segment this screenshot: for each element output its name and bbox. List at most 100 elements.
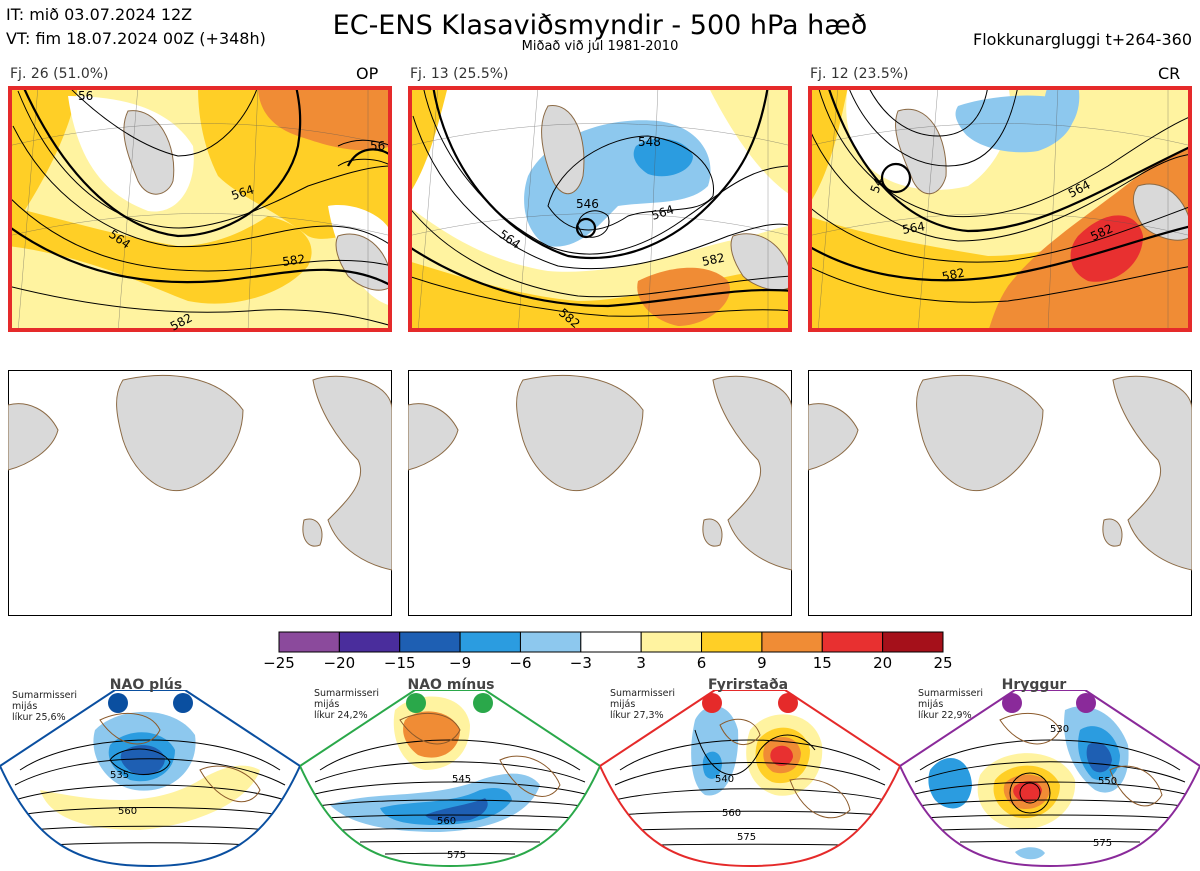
regime-4-title: Hryggur xyxy=(1001,677,1067,693)
anomaly-region xyxy=(1043,86,1080,136)
contour-label: 548 xyxy=(638,135,661,149)
page-subtitle: Miðað við júl 1981-2010 xyxy=(521,39,679,54)
contour-label: 546 xyxy=(576,197,599,211)
cluster-highlight-frame xyxy=(408,86,792,332)
contour-label: 564 xyxy=(650,202,676,222)
contour-label: 575 xyxy=(737,832,756,843)
fan-frame xyxy=(0,690,300,868)
regime-2-likelihood: líkur 24,2% xyxy=(314,710,368,721)
anomaly-region xyxy=(928,758,972,809)
anomaly-region xyxy=(120,745,165,776)
regime-2-note: Sumarmisseri mijás líkur 24,2% xyxy=(314,688,379,721)
anomaly-region xyxy=(633,138,693,177)
contour-label: 56 xyxy=(370,139,385,153)
regime-fan-4: 530 550 575 xyxy=(900,690,1200,868)
contour-label: 582 xyxy=(941,265,966,283)
colorbar-tick-label: −25 xyxy=(263,654,295,672)
contour-label: 575 xyxy=(1093,838,1112,849)
anomaly-region xyxy=(8,86,78,236)
anomaly-region xyxy=(40,765,260,830)
europe-land xyxy=(335,233,392,291)
regime-marker-dot xyxy=(473,693,493,713)
cluster-1-label: Fj. 26 (51.0%) xyxy=(10,66,109,82)
colorbar-tick-label: 9 xyxy=(757,654,767,672)
europe-land xyxy=(712,375,792,571)
land-outline xyxy=(408,403,459,471)
contour-label: 564 xyxy=(901,219,926,237)
contour-label: 540 xyxy=(715,774,734,785)
contour-label: 550 xyxy=(1098,776,1117,787)
land-outline xyxy=(808,403,859,471)
regime-marker-dot xyxy=(1002,693,1022,713)
empty-map-3 xyxy=(808,370,1192,616)
cluster-highlight-frame xyxy=(8,86,392,332)
fan-frame xyxy=(600,690,900,868)
regime-2-measure: mijás xyxy=(314,699,340,710)
regime-3-season: Sumarmisseri xyxy=(610,688,676,699)
colorbar-ticks: −25 −20 −15 −9 −6 −3 3 6 9 15 20 25 xyxy=(263,654,952,674)
colorbar-tick-label: 25 xyxy=(933,654,953,672)
regime-fan-1: 535 560 xyxy=(0,690,300,868)
anomaly-region xyxy=(425,798,488,822)
anomaly-region xyxy=(403,711,460,758)
colorbar-segment xyxy=(338,631,401,653)
anomaly-region xyxy=(258,86,392,151)
europe-land xyxy=(312,375,392,571)
anomaly-region xyxy=(808,86,848,206)
colorbar-tick-label: −6 xyxy=(509,654,532,672)
cluster-highlight-frame xyxy=(808,86,1192,332)
fan-frame xyxy=(900,690,1200,868)
anomaly-region xyxy=(770,745,793,766)
colorbar-segment xyxy=(399,631,461,653)
regime-1-title: NAO plús xyxy=(109,677,183,693)
europe-land xyxy=(1112,375,1192,571)
init-time: IT: mið 03.07.2024 12Z xyxy=(6,5,193,24)
colorbar xyxy=(278,631,944,653)
fan-frame xyxy=(300,690,600,868)
island-land xyxy=(1102,518,1123,547)
regime-marker-dot xyxy=(1076,693,1096,713)
contour-label: 582 xyxy=(701,250,726,268)
regime-4-measure: mijás xyxy=(918,699,944,710)
greenland-land xyxy=(123,110,175,195)
europe-land xyxy=(1132,183,1192,241)
contour-label: 545 xyxy=(452,774,471,785)
regime-dots xyxy=(108,693,1096,713)
regime-3-note: Sumarmisseri mijás líkur 27,3% xyxy=(610,688,675,721)
anomaly-region xyxy=(691,706,739,796)
regime-fan-2: 545 560 575 xyxy=(300,690,600,868)
cluster-1-code: OP xyxy=(356,64,379,83)
page-title: EC-ENS Klasaviðsmyndir - 500 hPa hæð xyxy=(332,10,868,41)
contour-label: 56 xyxy=(78,89,93,103)
contour-label: 560 xyxy=(437,816,456,827)
greenland-land xyxy=(516,375,644,492)
colorbar-tick-label: −9 xyxy=(449,654,472,672)
greenland-land xyxy=(116,375,244,492)
contour-label: 560 xyxy=(118,806,137,817)
empty-map-1 xyxy=(8,370,392,616)
regime-marker-dot xyxy=(406,693,426,713)
contour-label: 582 xyxy=(281,252,306,269)
colorbar-segment xyxy=(821,631,884,653)
greenland-land xyxy=(541,105,585,194)
cluster-map-2: 548 546 564 564 582 582 xyxy=(408,86,792,332)
cluster-2-label: Fj. 13 (25.5%) xyxy=(410,66,509,82)
island-land xyxy=(702,518,723,547)
contour-label: 575 xyxy=(447,850,466,861)
regime-4-season: Sumarmisseri xyxy=(918,688,984,699)
valid-time: VT: fim 18.07.2024 00Z (+348h) xyxy=(6,29,266,48)
cluster-map-3: 54 564 564 582 582 xyxy=(808,86,1192,332)
island-land xyxy=(302,518,323,547)
contour-label: 560 xyxy=(722,808,741,819)
colorbar-tick-label: 6 xyxy=(696,654,707,672)
colorbar-tick-label: 3 xyxy=(636,654,646,672)
colorbar-segment xyxy=(278,631,340,653)
regime-1-note: Sumarmisseri mijás líkur 25,6% xyxy=(12,690,77,723)
regime-marker-dot xyxy=(778,693,798,713)
greenland-land xyxy=(895,108,947,194)
land-outline xyxy=(8,403,59,471)
anomaly-region xyxy=(1015,847,1045,860)
regime-4-likelihood: líkur 22,9% xyxy=(918,710,972,721)
colorbar-tick-label: 15 xyxy=(812,654,832,672)
colorbar-segment xyxy=(761,631,823,653)
